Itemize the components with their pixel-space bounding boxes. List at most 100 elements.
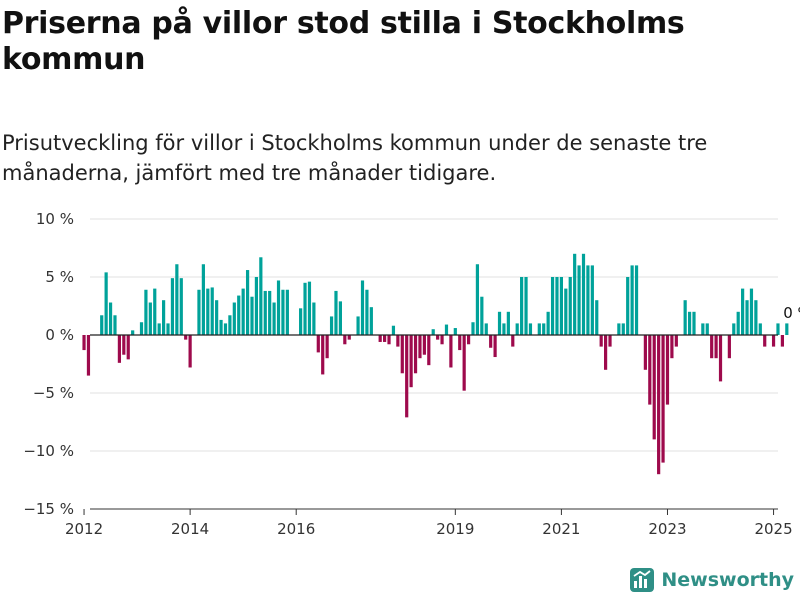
data-bar — [131, 330, 135, 335]
data-bar — [422, 335, 426, 355]
data-bar — [254, 277, 259, 335]
data-bar — [139, 322, 144, 335]
data-bar — [542, 323, 546, 335]
x-tick-label: 2021 — [542, 520, 580, 538]
data-bar — [595, 300, 599, 335]
data-bar — [573, 253, 577, 335]
chart-title: Priserna på villor stod stilla i Stockho… — [2, 6, 685, 77]
data-bar — [493, 335, 497, 358]
data-bar — [590, 265, 594, 335]
y-tick-label: 10 % — [36, 210, 74, 228]
data-bar — [453, 328, 457, 335]
data-bar — [259, 257, 263, 335]
data-bar — [745, 300, 749, 335]
data-bar — [276, 280, 281, 335]
data-bar — [223, 323, 228, 335]
data-bar — [687, 311, 692, 335]
data-bar — [338, 301, 342, 335]
data-bar — [329, 316, 334, 335]
data-bar — [285, 289, 289, 335]
data-bar — [228, 315, 232, 335]
data-bar — [484, 323, 488, 335]
brand-name: Newsworthy — [661, 569, 794, 591]
data-bar — [396, 335, 400, 347]
data-bar — [427, 335, 431, 366]
data-bar — [670, 335, 674, 359]
data-bar — [771, 335, 776, 347]
data-bar — [440, 335, 444, 345]
data-bar — [369, 307, 373, 335]
chart-subtitle: Prisutveckling för villor i Stockholms k… — [2, 131, 708, 185]
data-bar — [763, 335, 767, 347]
data-bar — [356, 316, 360, 335]
data-bar — [741, 288, 745, 335]
data-bar — [387, 335, 391, 345]
data-bar — [383, 335, 387, 342]
data-bar — [515, 323, 519, 335]
data-bar — [82, 335, 86, 351]
data-bar — [263, 290, 267, 335]
data-bar — [577, 265, 581, 335]
data-bar — [630, 265, 634, 335]
data-bar — [316, 335, 320, 353]
data-bar — [643, 335, 647, 370]
data-bar — [489, 335, 493, 348]
data-bar — [436, 335, 440, 340]
x-tick-label: 2014 — [171, 520, 209, 538]
data-bar — [409, 335, 413, 388]
x-tick-label: 2016 — [277, 520, 315, 538]
data-bar — [466, 335, 471, 345]
data-bar — [608, 335, 612, 347]
data-bar — [268, 290, 272, 335]
x-tick-label: 2023 — [648, 520, 686, 538]
y-tick-label: 0 % — [45, 326, 74, 344]
data-bar — [546, 311, 550, 335]
data-bar — [303, 282, 307, 335]
data-bar — [497, 311, 502, 335]
data-bar — [197, 289, 201, 335]
bar-chart: 10 % 5 % 0 % −5 % −10 % −15 % 2012 2014 2016 2019… — [23, 210, 800, 538]
data-bar — [449, 335, 453, 368]
data-bar — [343, 335, 347, 345]
data-bar — [299, 308, 303, 335]
data-bar — [475, 264, 480, 335]
y-tick-label: −15 % — [23, 500, 74, 518]
data-bar — [506, 311, 510, 335]
data-bar — [347, 335, 351, 340]
data-bar — [312, 302, 316, 335]
data-bar — [626, 277, 630, 335]
data-bar — [732, 323, 736, 335]
data-bar — [245, 270, 250, 335]
data-bar — [405, 335, 409, 418]
data-bar — [528, 323, 533, 335]
data-bar — [604, 335, 608, 370]
data-bar — [785, 323, 789, 335]
data-bar — [458, 335, 462, 351]
data-bar — [157, 323, 161, 335]
data-bar — [148, 302, 152, 335]
data-bar — [758, 323, 762, 335]
data-bar — [710, 335, 714, 359]
data-bar — [188, 335, 192, 368]
data-bar — [444, 324, 449, 335]
data-bar — [559, 277, 563, 335]
y-tick-label: −10 % — [23, 442, 74, 460]
data-bar — [250, 296, 254, 335]
data-bar — [206, 288, 210, 335]
y-tick-label: −5 % — [33, 384, 74, 402]
data-bar — [86, 335, 91, 376]
data-bar — [462, 335, 466, 391]
data-bar — [334, 290, 338, 335]
data-bar — [175, 264, 179, 335]
data-bar — [237, 295, 241, 335]
newsworthy-chart-icon — [630, 568, 655, 592]
data-bar — [701, 323, 705, 335]
data-bar — [201, 264, 205, 335]
data-bar — [360, 280, 365, 335]
last-value-label: 0 % — [783, 304, 800, 322]
data-bar — [621, 323, 625, 335]
data-bar — [754, 300, 758, 335]
data-bar — [215, 300, 219, 335]
brand-logo: Newsworthy — [630, 568, 794, 592]
x-tick-label: 2025 — [754, 520, 792, 538]
